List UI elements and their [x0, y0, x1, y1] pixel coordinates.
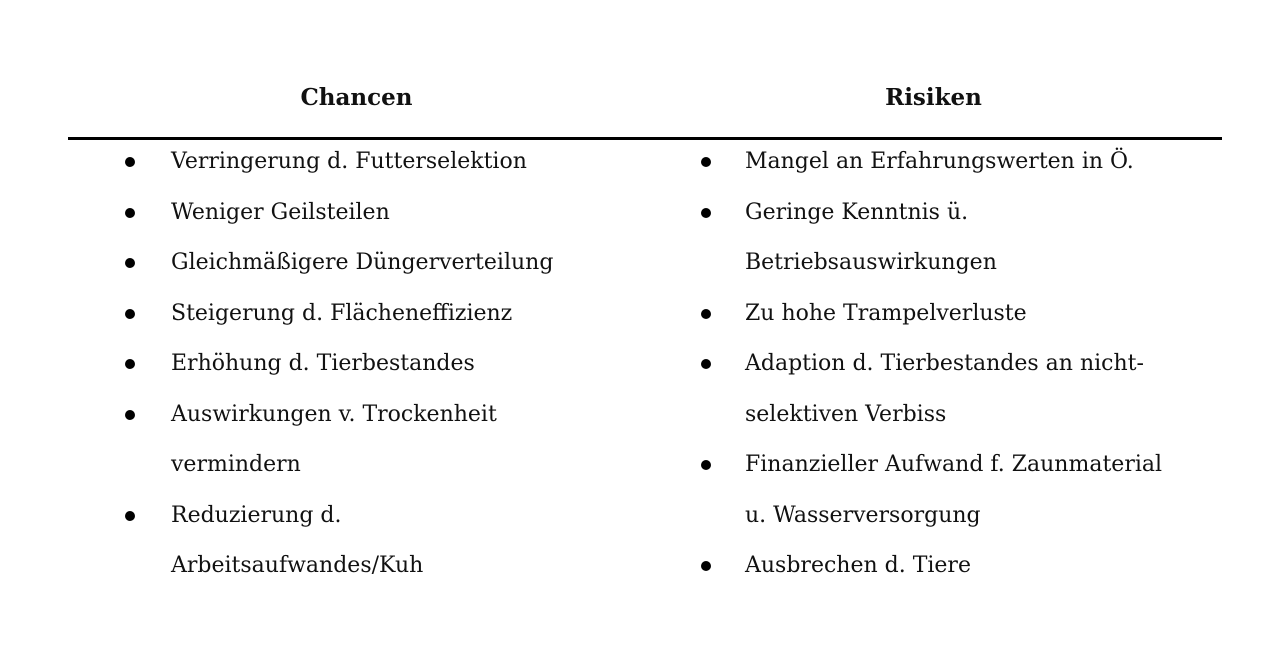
list-item-text: Betriebsauswirkungen — [745, 250, 997, 275]
chancen-list-item: Auswirkungen v. Trockenheit vermindern — [68, 390, 645, 491]
list-item-text: Auswirkungen v. Trockenheit — [171, 401, 497, 427]
bullet-icon — [125, 308, 135, 319]
list-item-text: u. Wasserversorgung — [745, 502, 981, 528]
risiken-list-item: Finanzieller Aufwand f. Zaunmaterial u. W… — [645, 440, 1222, 541]
list-item-text: Zu hohe Trampelverluste — [745, 300, 1027, 326]
risiken-list-item: Geringe Kenntnis ü. Betriebsauswirkungen — [645, 188, 1222, 289]
list-item-text: selektiven Verbiss — [745, 401, 947, 427]
bullet-icon — [125, 258, 135, 268]
bullet-icon — [125, 409, 135, 420]
bullet-icon — [701, 308, 711, 319]
list-item-text: vermindern — [171, 452, 301, 477]
header-rule — [68, 137, 1222, 140]
chancen-list-item: Steigerung d. Flächeneffizienz — [68, 289, 645, 340]
list-item-text: Arbeitsaufwandes/Kuh — [171, 553, 424, 578]
bullet-icon — [125, 157, 135, 167]
risiken-list: Mangel an Erfahrungswerten in Ö. Geringe … — [645, 137, 1222, 592]
bullet-icon — [701, 460, 711, 470]
bullet-icon — [125, 207, 135, 218]
list-item-text: Reduzierung d. — [171, 502, 342, 528]
list-item-text: Steigerung d. Flächeneffizienz — [171, 300, 513, 326]
risiken-list-item: Adaption d. Tierbestandes an nicht-selek… — [645, 339, 1222, 440]
risiken-heading: Risiken — [885, 84, 982, 111]
chancen-heading: Chancen — [300, 84, 413, 111]
bullet-icon — [125, 510, 135, 521]
chancen-list-item: Reduzierung d. Arbeitsaufwandes/Kuh — [68, 491, 645, 592]
bullet-icon — [701, 561, 711, 571]
list-item-text: Ausbrechen d. Tiere — [745, 553, 971, 578]
risiken-list-item: Mangel an Erfahrungswerten in Ö. — [645, 137, 1222, 188]
list-item-text: Gleichmäßigere Düngerverteilung — [171, 250, 554, 275]
list-item-text: Adaption d. Tierbestandes an nicht- — [745, 351, 1144, 376]
list-item-text: Geringe Kenntnis ü. — [745, 199, 969, 225]
chancen-list-item: Weniger Geilsteilen — [68, 188, 645, 239]
chancen-list-item: Gleichmäßigere Düngerverteilung — [68, 238, 645, 289]
chancen-list-item: Verringerung d. Futterselektion — [68, 137, 645, 188]
chancen-list: Verringerung d. Futterselektion Weniger G… — [68, 137, 645, 592]
list-item-text: Erhöhung d. Tierbestandes — [171, 351, 475, 376]
list-item-text: Finanzieller Aufwand f. Zaunmaterial — [745, 452, 1163, 477]
risiken-list-item: Zu hohe Trampelverluste — [645, 289, 1222, 340]
bullet-icon — [701, 157, 711, 167]
list-item-text: Verringerung d. Futterselektion — [171, 149, 527, 174]
bullet-icon — [701, 207, 711, 218]
chancen-list-item: Erhöhung d. Tierbestandes — [68, 339, 645, 390]
bullet-icon — [125, 359, 135, 369]
bullet-icon — [701, 359, 711, 369]
list-item-text: Mangel an Erfahrungswerten in Ö. — [745, 149, 1134, 174]
risiken-list-item: Ausbrechen d. Tiere — [645, 541, 1222, 592]
list-item-text: Weniger Geilsteilen — [171, 199, 390, 225]
